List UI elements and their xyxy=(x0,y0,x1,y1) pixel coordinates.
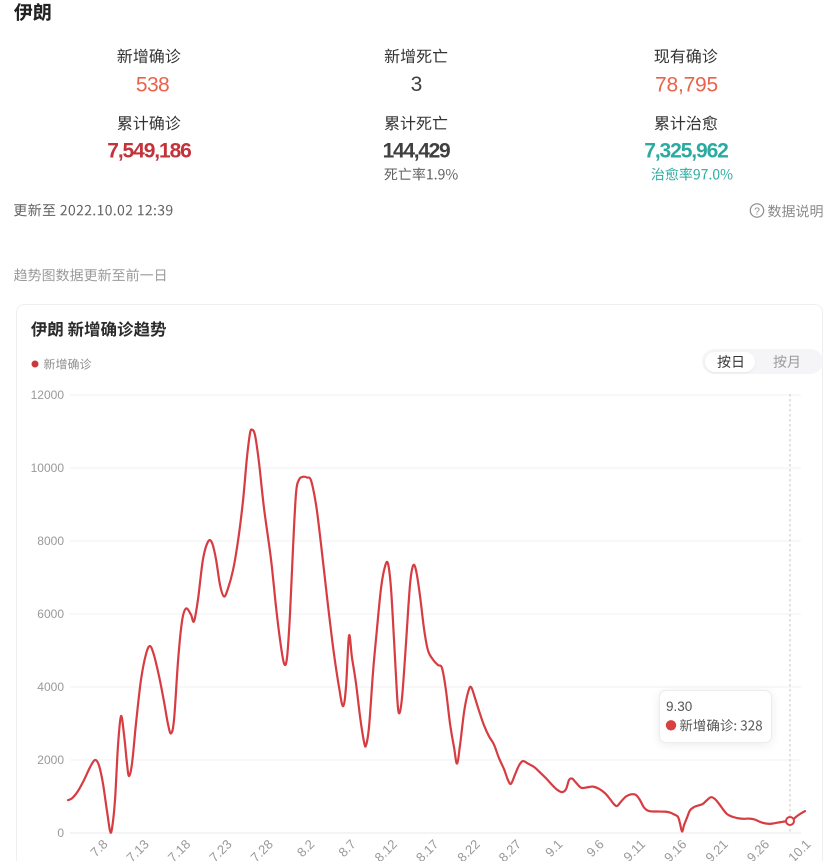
svg-text:8.2: 8.2 xyxy=(294,837,317,860)
svg-text:8.22: 8.22 xyxy=(454,837,483,861)
svg-text:7.18: 7.18 xyxy=(165,837,194,861)
svg-text:8000: 8000 xyxy=(37,534,64,548)
svg-text:10.1: 10.1 xyxy=(785,837,814,861)
svg-text:8.7: 8.7 xyxy=(335,837,358,860)
svg-text:9.16: 9.16 xyxy=(661,837,690,861)
svg-text:7,325,962: 7,325,962 xyxy=(644,140,728,163)
svg-text:9.26: 9.26 xyxy=(744,837,773,861)
svg-text:7.28: 7.28 xyxy=(248,837,277,861)
svg-text:7,549,186: 7,549,186 xyxy=(107,140,191,163)
svg-text:78,795: 78,795 xyxy=(655,73,718,96)
svg-text:9.11: 9.11 xyxy=(620,837,648,861)
svg-text:6000: 6000 xyxy=(37,607,64,621)
svg-text:9.1: 9.1 xyxy=(542,837,565,860)
svg-text:12000: 12000 xyxy=(31,388,65,402)
svg-text:9.21: 9.21 xyxy=(702,837,731,861)
svg-text:9.30: 9.30 xyxy=(666,699,692,714)
svg-text:?: ? xyxy=(754,206,760,218)
svg-text:8.12: 8.12 xyxy=(372,837,401,861)
svg-text:9.6: 9.6 xyxy=(583,837,606,860)
svg-text:538: 538 xyxy=(136,73,169,96)
svg-text:4000: 4000 xyxy=(37,680,64,694)
svg-text:3: 3 xyxy=(411,73,423,96)
svg-text:2000: 2000 xyxy=(37,753,64,767)
svg-text:0: 0 xyxy=(57,826,64,840)
svg-text:7.13: 7.13 xyxy=(123,837,152,861)
svg-text:8.27: 8.27 xyxy=(496,837,525,861)
svg-text:10000: 10000 xyxy=(31,461,65,475)
svg-text:144,429: 144,429 xyxy=(383,140,450,163)
svg-text:8.17: 8.17 xyxy=(413,837,442,861)
svg-text:7.23: 7.23 xyxy=(206,837,235,861)
svg-text:7.8: 7.8 xyxy=(87,837,110,860)
